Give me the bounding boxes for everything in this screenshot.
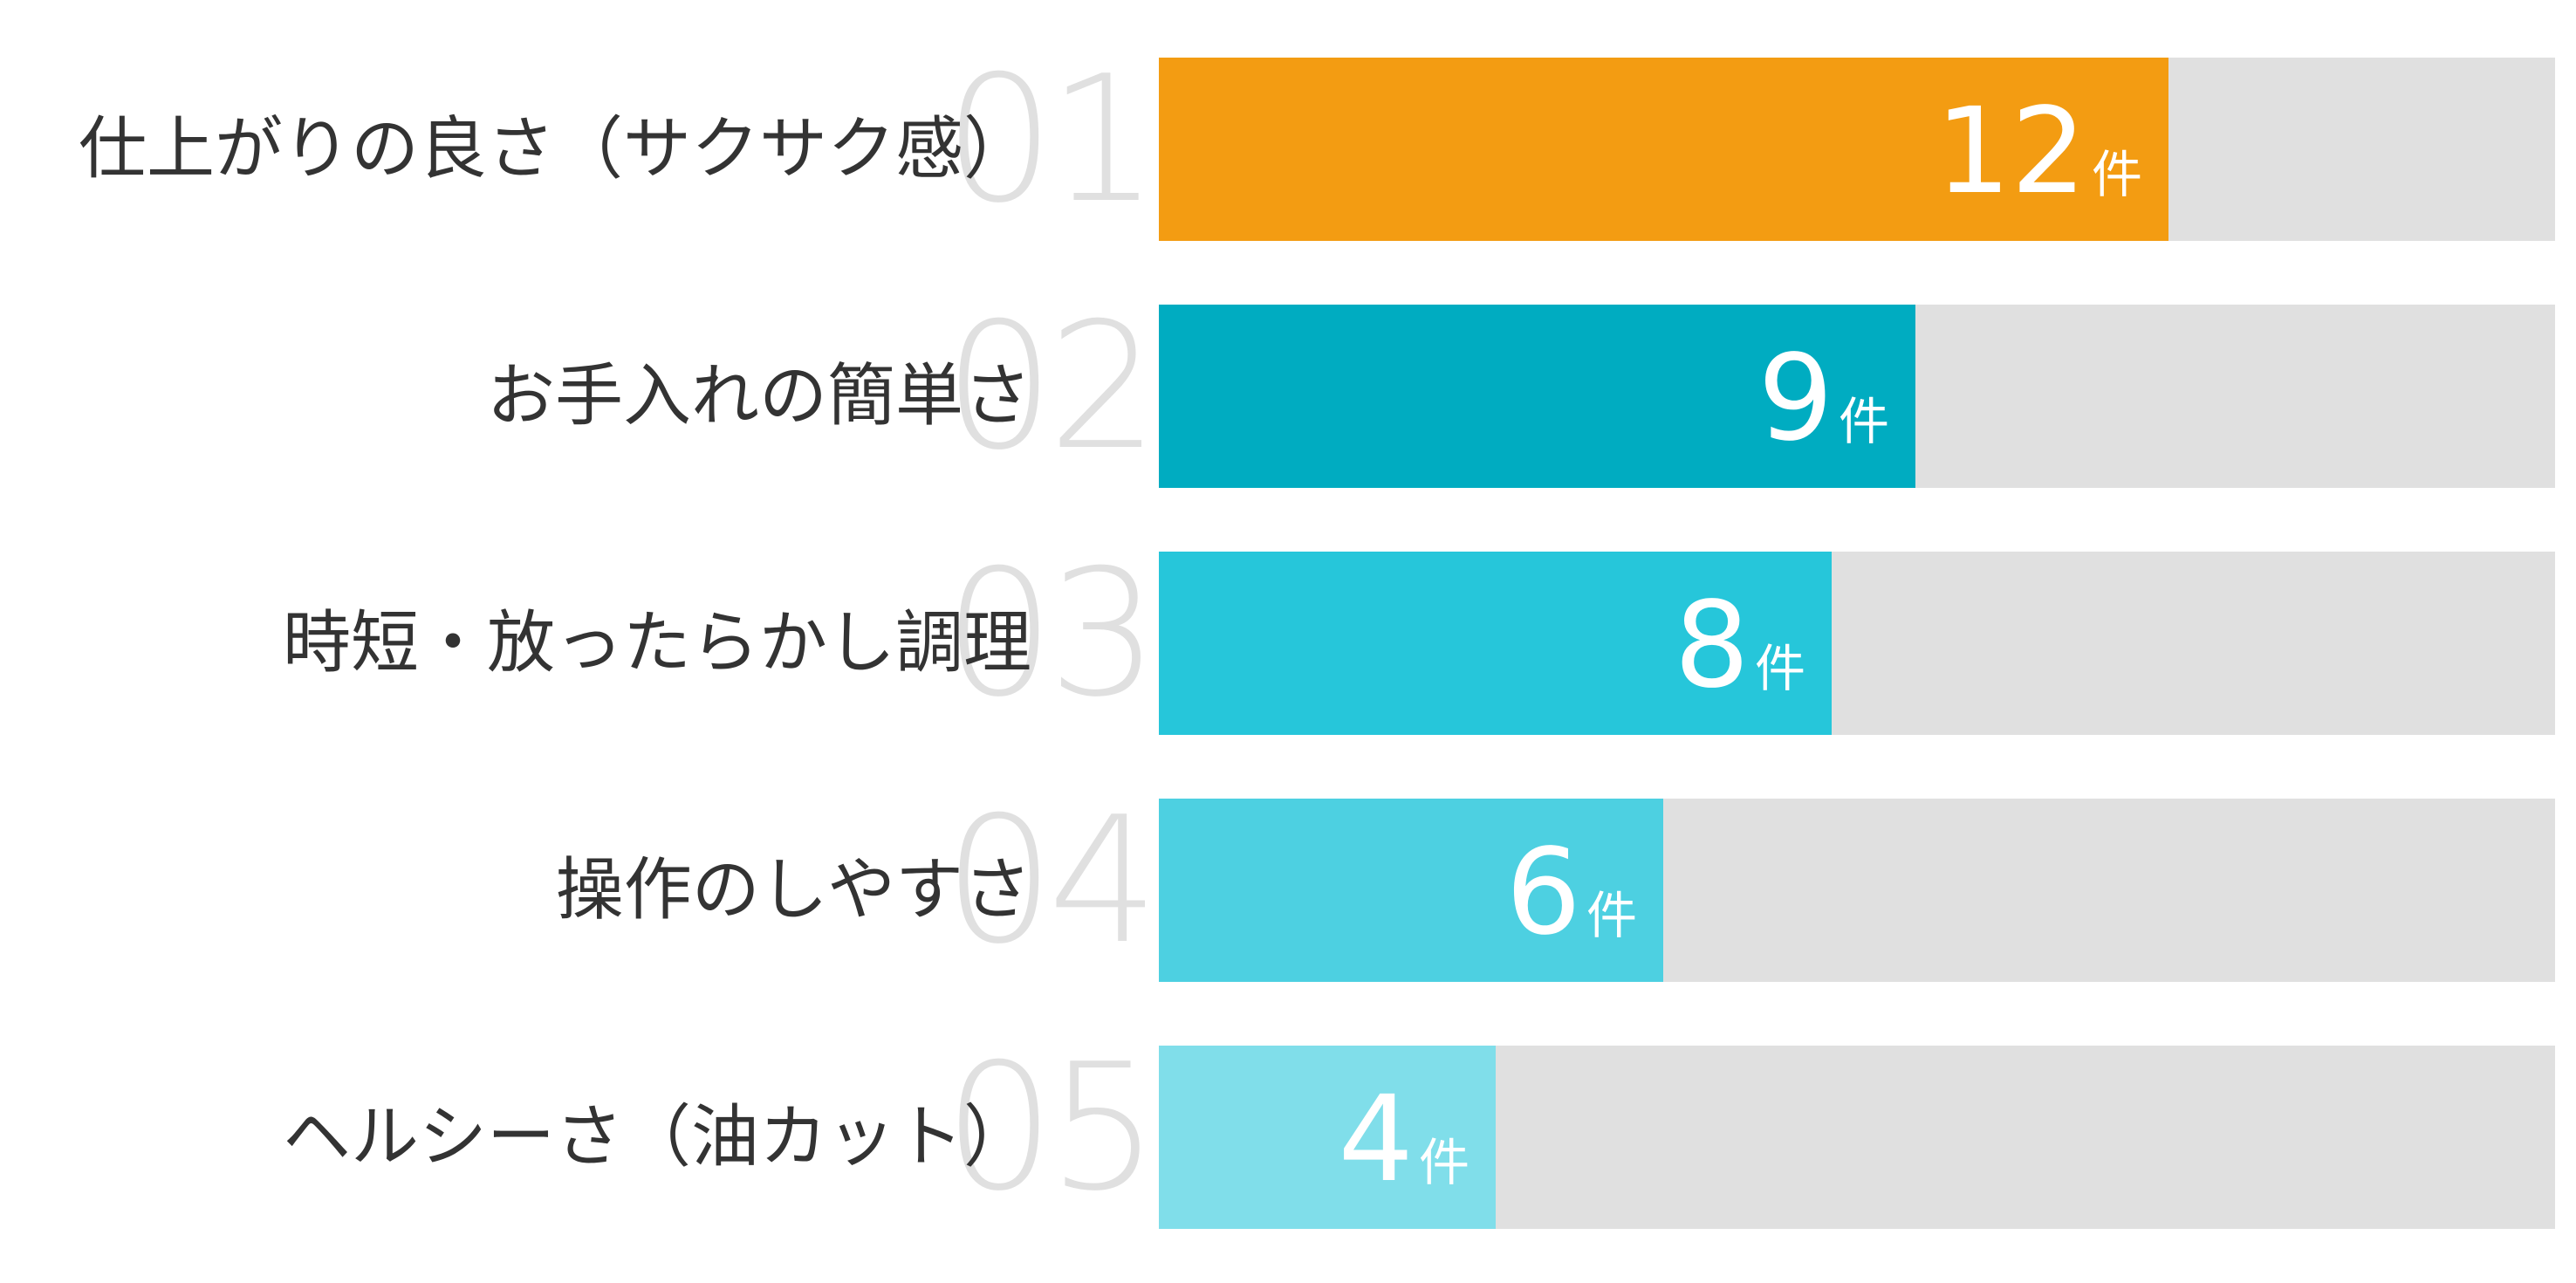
category-label: お手入れの簡単さ: [486, 357, 1031, 436]
bar: [1159, 799, 1663, 982]
category-label: 仕上がりの良さ（サクサク感）: [78, 110, 1031, 189]
rank-number: 02: [943, 285, 1160, 489]
value-number: 8: [1674, 577, 1750, 715]
value-number: 9: [1757, 330, 1833, 468]
rank-number: 03: [943, 532, 1160, 736]
bar: [1159, 305, 1915, 488]
bar: [1159, 552, 1832, 735]
value-number: 12: [1935, 83, 2086, 221]
bar: [1159, 58, 2168, 241]
value-number: 4: [1338, 1071, 1414, 1209]
value-label: 12 件: [1935, 93, 2142, 211]
category-label: 操作のしやすさ: [555, 851, 1031, 930]
category-label: 時短・放ったらかし調理: [282, 604, 1031, 683]
rank-number: 01: [943, 38, 1160, 242]
value-number: 6: [1505, 824, 1581, 962]
value-unit: 件: [1754, 639, 1805, 698]
category-label: ヘルシーさ（油カット）: [282, 1098, 1031, 1177]
rank-number: 04: [943, 779, 1160, 983]
rank-number: 05: [943, 1026, 1160, 1230]
value-unit: 件: [1586, 886, 1637, 945]
value-unit: 件: [2091, 145, 2142, 204]
value-unit: 件: [1418, 1133, 1470, 1192]
value-unit: 件: [1838, 392, 1889, 451]
bar: [1159, 1046, 1496, 1229]
